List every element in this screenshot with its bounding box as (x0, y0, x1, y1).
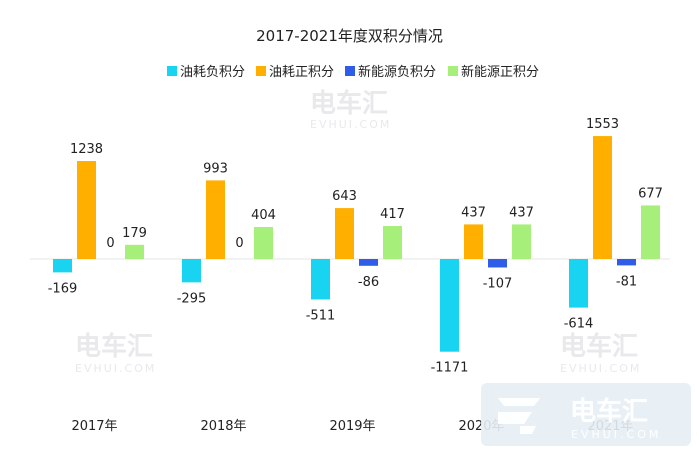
brand-badge-name: 电车汇 (570, 396, 648, 427)
watermark-domain: EVHUI.COM (560, 362, 641, 375)
x-tick-label: 2017年 (71, 419, 117, 434)
watermark-brand: 电车汇 (310, 88, 388, 119)
watermark-domain: EVHUI.COM (75, 362, 156, 375)
bar (440, 259, 459, 352)
bars-layer (53, 136, 660, 352)
brand-badge: 电车汇 EVHUI.COM (481, 383, 691, 446)
data-labels-layer: -169 1238 0 179 -295 993 0 404 -511 643 -86 417 -117… (48, 117, 663, 376)
data-label: 0 (235, 236, 243, 251)
bar (125, 244, 144, 259)
data-label: 437 (461, 205, 486, 220)
data-label: -81 (616, 274, 637, 289)
watermark-top: 电车汇 EVHUI.COM (310, 88, 391, 131)
data-label: 404 (251, 208, 276, 223)
data-label: -169 (48, 281, 78, 296)
data-label: 993 (203, 161, 228, 176)
legend-swatch (167, 66, 177, 76)
bar (311, 259, 330, 300)
bar (206, 180, 225, 259)
legend: 油耗负积分 油耗正积分 新能源负积分 新能源正积分 (167, 64, 539, 80)
watermark-left: 电车汇 EVHUI.COM (75, 331, 156, 375)
bar (593, 136, 612, 259)
x-tick-label: 2018年 (200, 419, 246, 434)
bar (182, 259, 201, 283)
data-label: 1553 (586, 117, 619, 132)
bar (77, 161, 96, 259)
bar (617, 259, 636, 266)
legend-label: 油耗负积分 (180, 65, 245, 80)
data-label: 643 (332, 189, 357, 204)
data-label: 1238 (70, 142, 103, 157)
brand-logo-icon (498, 398, 540, 434)
data-label: 0 (106, 236, 114, 251)
data-label: -1171 (431, 361, 469, 376)
data-label: -295 (177, 291, 207, 306)
bar (383, 225, 402, 259)
data-label: -614 (564, 317, 594, 332)
watermark-brand: 电车汇 (75, 331, 153, 362)
data-label: -86 (358, 275, 379, 290)
legend-label: 新能源负积分 (358, 64, 436, 80)
bar (335, 208, 354, 259)
data-label: -511 (306, 308, 336, 323)
data-label: 417 (380, 207, 405, 222)
bar (488, 259, 507, 268)
bar (53, 259, 72, 273)
bar (569, 259, 588, 308)
bar (254, 227, 273, 259)
watermark-domain: EVHUI.COM (310, 118, 391, 131)
legend-label: 新能源正积分 (461, 64, 539, 80)
brand-badge-domain: EVHUI.COM (571, 428, 661, 441)
bar (359, 259, 378, 266)
x-tick-label: 2019年 (329, 419, 375, 434)
bar (641, 205, 660, 259)
chart-title: 2017-2021年度双积分情况 (256, 27, 443, 45)
legend-swatch (256, 66, 266, 76)
bar (512, 224, 531, 259)
legend-label: 油耗正积分 (269, 65, 334, 80)
watermark-brand: 电车汇 (560, 331, 638, 362)
bar (464, 224, 483, 259)
data-label: 677 (638, 186, 663, 201)
legend-swatch (345, 66, 355, 76)
data-label: 179 (122, 226, 147, 241)
data-label: 437 (509, 205, 534, 220)
data-label: -107 (483, 276, 513, 291)
watermark-right: 电车汇 EVHUI.COM (560, 331, 641, 375)
legend-swatch (448, 66, 458, 76)
